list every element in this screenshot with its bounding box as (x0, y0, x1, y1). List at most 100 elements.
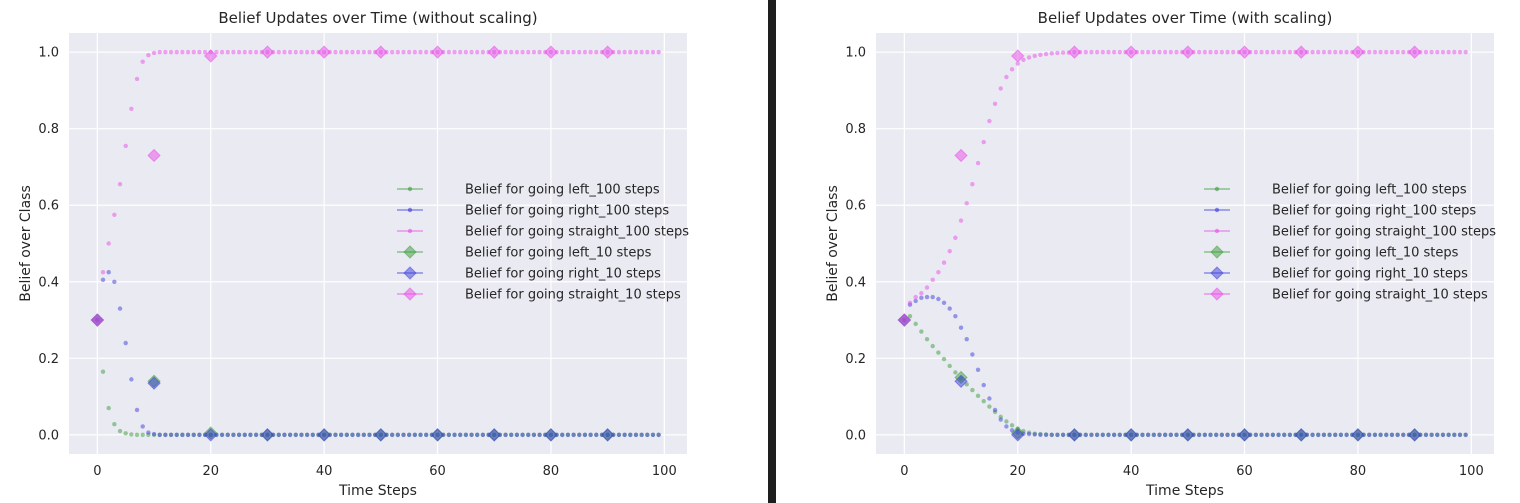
data-point (1168, 432, 1174, 438)
data-point (134, 432, 140, 438)
data-point (1196, 432, 1202, 438)
data-point (146, 430, 151, 435)
legend-item: Belief for going straight_100 steps (1204, 225, 1496, 240)
legend-marker (1210, 245, 1224, 259)
data-point (897, 313, 912, 327)
data-point (333, 432, 338, 438)
data-point (936, 296, 941, 302)
data-point (1407, 45, 1422, 59)
data-point (1094, 49, 1100, 55)
data-point (1038, 432, 1043, 438)
data-point (526, 49, 531, 55)
data-point (992, 407, 998, 413)
data-point (1316, 49, 1321, 55)
data-point (1089, 432, 1094, 438)
legend-label: Belief for going left_100 steps (1272, 183, 1467, 198)
data-point (487, 45, 501, 59)
data-point (964, 201, 969, 206)
data-point (1117, 432, 1122, 438)
data-point (981, 382, 986, 388)
data-point (1009, 67, 1015, 72)
data-point (452, 432, 457, 438)
data-point (1089, 49, 1094, 55)
data-point (129, 377, 134, 382)
data-point (509, 432, 514, 438)
data-point (117, 306, 123, 311)
data-point (936, 270, 941, 275)
data-point (645, 49, 650, 55)
data-point (463, 432, 469, 438)
data-point (1043, 51, 1049, 57)
data-point (1372, 432, 1378, 438)
data-point (1372, 49, 1378, 55)
data-point (282, 49, 287, 55)
data-point (185, 432, 191, 438)
data-point (112, 279, 117, 284)
data-point (970, 387, 975, 393)
data-point (430, 45, 445, 59)
data-point (1225, 432, 1230, 438)
data-point (395, 432, 401, 438)
data-point (1168, 49, 1174, 55)
data-point (1389, 432, 1395, 438)
data-point (1100, 432, 1105, 438)
data-point (140, 59, 145, 64)
data-point (204, 49, 218, 63)
data-point (998, 417, 1003, 422)
data-point (204, 428, 218, 442)
y-tick-label: 0.0 (845, 428, 866, 443)
data-point (338, 49, 344, 55)
data-point (1049, 432, 1054, 438)
data-point (123, 340, 128, 346)
legend-label: Belief for going right_10 steps (1272, 267, 1468, 282)
data-point (1026, 431, 1032, 437)
data-point (90, 313, 105, 327)
data-point (106, 405, 111, 411)
data-point (907, 300, 913, 306)
legend-label: Belief for going left_10 steps (465, 246, 652, 261)
data-point (157, 432, 162, 438)
data-point (1423, 432, 1429, 438)
data-point (168, 49, 174, 55)
data-point (1181, 428, 1195, 442)
data-point (970, 181, 975, 187)
data-point (1446, 432, 1451, 438)
data-point (1452, 432, 1457, 438)
data-point (225, 49, 230, 55)
data-point (1395, 49, 1400, 55)
data-point (299, 432, 304, 438)
data-point (117, 428, 123, 434)
data-point (987, 396, 992, 401)
data-point (639, 432, 644, 438)
data-point (106, 241, 111, 246)
data-point (520, 49, 525, 55)
data-point (1026, 55, 1032, 60)
data-point (1145, 432, 1151, 438)
data-point (344, 432, 350, 438)
data-point (656, 432, 661, 438)
data-point (628, 49, 633, 55)
legend-marker (403, 266, 417, 280)
data-point (1213, 432, 1219, 438)
data-point (919, 295, 924, 301)
legend-item: Belief for going left_10 steps (1204, 245, 1459, 261)
data-point (526, 432, 531, 438)
data-point (987, 404, 992, 409)
data-point (1106, 49, 1111, 55)
data-point (594, 49, 599, 55)
data-point (487, 428, 501, 442)
chart-with-scaling: 0 20 40 60 80 100 0.0 0.2 0.4 0.6 0.8 1.0 Belief Upd… (825, 9, 1496, 499)
plot-area (876, 33, 1494, 454)
data-point (930, 343, 935, 349)
data-point (1208, 432, 1213, 438)
data-point (975, 367, 981, 372)
data-point (163, 432, 168, 438)
data-point (253, 432, 259, 438)
data-point (469, 432, 474, 438)
data-point (480, 49, 486, 55)
data-point (185, 49, 191, 55)
data-point (1310, 49, 1315, 55)
data-point (276, 49, 281, 55)
data-point (1083, 432, 1088, 438)
legend: Belief for going left_100 steps Belief fo… (1204, 183, 1496, 303)
